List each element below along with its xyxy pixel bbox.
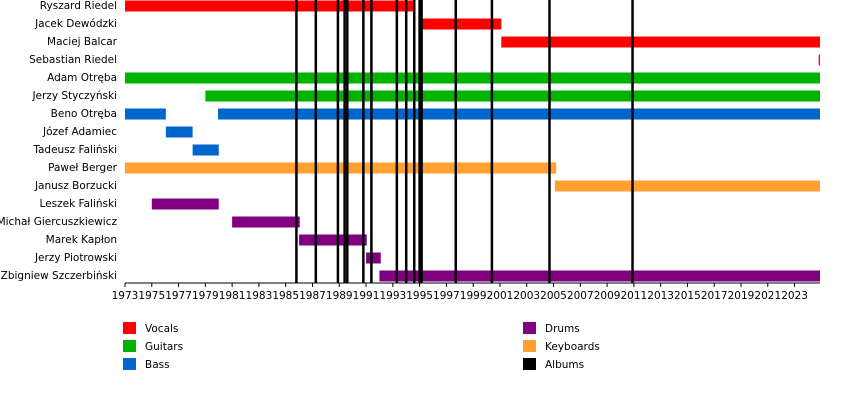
- legend-label: Drums: [545, 323, 580, 335]
- legend-swatch: [123, 340, 136, 352]
- member-label: Ryszard Riedel: [40, 0, 117, 12]
- legend-swatch: [523, 358, 536, 370]
- legend-label: Guitars: [145, 341, 183, 353]
- x-tick-label: 2001: [487, 290, 514, 302]
- member-label: Jerzy Styczyński: [31, 90, 117, 102]
- member-label: Michał Giercuszkiewicz: [0, 216, 117, 228]
- legend-swatch: [123, 358, 136, 370]
- member-label: Janusz Borzucki: [34, 180, 117, 192]
- member-bar: [125, 0, 415, 12]
- x-tick-label: 1987: [299, 290, 326, 302]
- legend-swatch: [523, 322, 536, 334]
- member-bar: [232, 216, 300, 228]
- x-tick-label: 2013: [647, 290, 674, 302]
- x-tick-label: 1977: [165, 290, 192, 302]
- x-tick-label: 2011: [620, 290, 647, 302]
- x-tick-label: 1975: [138, 290, 165, 302]
- x-tick-label: 2017: [701, 290, 728, 302]
- x-tick-label: 2003: [513, 290, 540, 302]
- x-tick-label: 2005: [540, 290, 567, 302]
- x-tick-label: 1985: [272, 290, 299, 302]
- x-tick-label: 2019: [728, 290, 755, 302]
- member-bar: [165, 126, 193, 138]
- member-label: Paweł Berger: [48, 162, 118, 174]
- member-bar: [501, 36, 820, 48]
- member-bar: [379, 270, 820, 282]
- x-tick-label: 1979: [192, 290, 219, 302]
- member-bar: [554, 180, 820, 192]
- member-bar: [419, 18, 502, 30]
- member-bar: [192, 144, 219, 156]
- member-label: Leszek Faliński: [40, 198, 117, 210]
- member-label: Jacek Dewódzki: [34, 18, 117, 30]
- member-label: Beno Otręba: [51, 108, 117, 120]
- member-bar: [125, 108, 166, 120]
- member-bar: [366, 252, 381, 264]
- member-bar: [205, 90, 821, 102]
- x-tick-label: 1993: [379, 290, 406, 302]
- x-tick-label: 2021: [754, 290, 781, 302]
- x-tick-label: 1973: [112, 290, 139, 302]
- member-label: Tadeusz Faliński: [32, 144, 117, 156]
- legend-label: Keyboards: [545, 341, 600, 353]
- member-label: Jerzy Piotrowski: [34, 252, 117, 264]
- x-tick-label: 2007: [567, 290, 594, 302]
- x-tick-label: 2009: [594, 290, 621, 302]
- legend-label: Albums: [545, 359, 584, 371]
- member-label: Sebastian Riedel: [29, 54, 117, 66]
- x-tick-label: 1997: [433, 290, 460, 302]
- x-tick-label: 1991: [353, 290, 380, 302]
- x-tick-label: 2015: [674, 290, 701, 302]
- member-label: Józef Adamiec: [42, 126, 117, 138]
- member-bar: [299, 234, 367, 246]
- member-bar: [125, 162, 557, 174]
- legend-label: Bass: [145, 359, 170, 371]
- member-label: Marek Kapłon: [46, 234, 117, 246]
- x-tick-label: 1981: [219, 290, 246, 302]
- x-tick-label: 1989: [326, 290, 353, 302]
- x-tick-label: 1983: [246, 290, 273, 302]
- member-label: Adam Otręba: [47, 72, 117, 84]
- legend-swatch: [523, 340, 536, 352]
- x-tick-label: 2023: [781, 290, 808, 302]
- member-label: Maciej Balcar: [47, 36, 118, 48]
- member-bar: [818, 54, 820, 66]
- member-bar: [125, 72, 820, 84]
- member-bar: [151, 198, 219, 210]
- legend-label: Vocals: [145, 323, 178, 335]
- x-tick-label: 1995: [406, 290, 433, 302]
- member-bar: [218, 108, 820, 120]
- legend-swatch: [123, 322, 136, 334]
- member-label: Zbigniew Szczerbiński: [1, 270, 117, 282]
- x-tick-label: 1999: [460, 290, 487, 302]
